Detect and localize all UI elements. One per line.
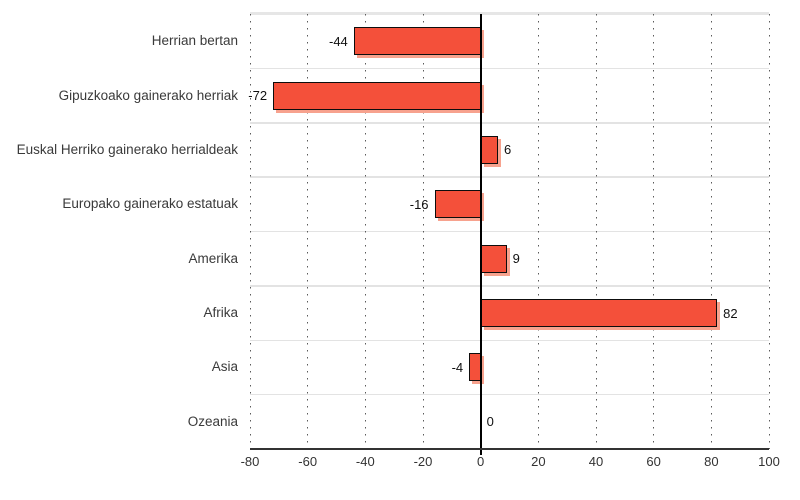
category-label: Gipuzkoako gainerako herriak <box>58 87 238 103</box>
x-tick-label: 100 <box>758 454 780 469</box>
value-label: 82 <box>723 305 738 321</box>
gridline <box>710 14 712 449</box>
row-separator <box>250 339 769 341</box>
value-label: -16 <box>409 196 429 212</box>
x-tick-label: -80 <box>240 454 260 469</box>
bar <box>480 135 498 164</box>
row-separator <box>250 393 769 396</box>
bar <box>480 244 507 273</box>
x-tick-label: 60 <box>646 454 661 469</box>
bar <box>434 190 481 219</box>
gridline <box>537 14 539 449</box>
category-label: Afrika <box>203 305 238 321</box>
x-tick-label: -20 <box>413 454 433 469</box>
x-tick-label: -60 <box>298 454 318 469</box>
category-label: Amerika <box>188 250 238 266</box>
value-label: -44 <box>329 33 348 49</box>
value-label: -4 <box>451 359 464 375</box>
bar <box>353 27 481 56</box>
category-label: Herrian bertan <box>151 33 238 49</box>
category-label: Asia <box>211 359 238 375</box>
bar <box>480 299 718 328</box>
gridline <box>422 14 424 449</box>
x-tick-label: 40 <box>588 454 604 469</box>
zero-line <box>479 14 482 455</box>
gridline <box>595 14 597 449</box>
value-label: 6 <box>503 142 512 158</box>
category-label: Euskal Herriko gainerako herrialdeak <box>16 141 238 157</box>
x-tick-label: 0 <box>477 454 485 469</box>
gridline <box>768 14 770 449</box>
category-label: Europako gainerako estatuak <box>62 196 238 212</box>
gridline <box>249 14 251 449</box>
row-separator <box>250 67 769 70</box>
plot-top-border <box>250 12 769 15</box>
x-axis-line <box>250 448 769 450</box>
x-tick-label: 80 <box>704 454 719 469</box>
row-separator <box>250 122 769 124</box>
x-tick-label: 20 <box>531 454 546 469</box>
value-label: 0 <box>486 414 494 430</box>
row-separator <box>250 176 769 178</box>
gridline <box>307 14 309 449</box>
value-label: -72 <box>248 88 268 104</box>
category-label: Ozeania <box>187 413 238 429</box>
bar <box>273 81 481 110</box>
gridline <box>364 14 366 449</box>
row-separator <box>250 285 769 287</box>
value-label: 9 <box>512 251 520 267</box>
x-tick-label: -40 <box>355 454 375 469</box>
gridline <box>653 14 655 449</box>
row-separator <box>250 230 769 233</box>
